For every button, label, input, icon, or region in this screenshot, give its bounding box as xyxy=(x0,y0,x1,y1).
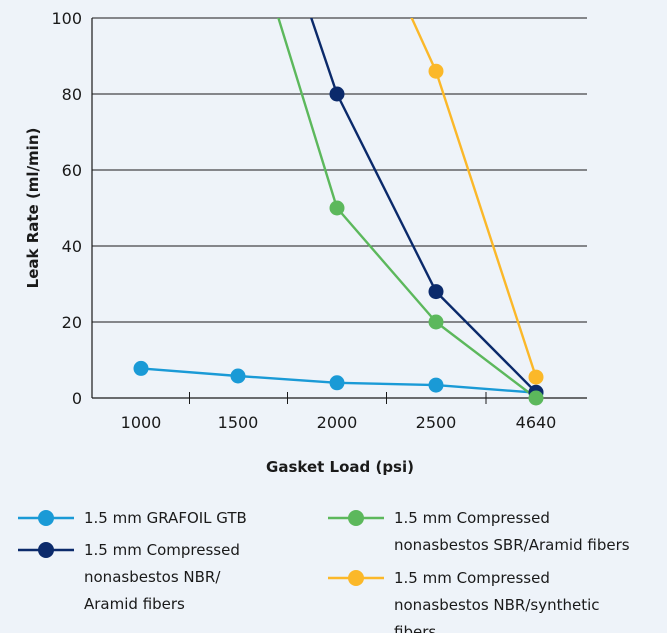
data-point-s2-3 xyxy=(528,390,544,406)
data-point-s2-2 xyxy=(428,314,444,330)
legend-swatch-marker xyxy=(348,510,364,526)
legend-label: nonasbestos NBR/ xyxy=(84,568,221,586)
series-line-1 xyxy=(309,18,537,394)
data-point-s1-1 xyxy=(329,86,345,102)
legend: 1.5 mm GRAFOIL GTB 1.5 mm Compressed nonas… xyxy=(18,509,630,633)
x-tick-label-4640: 4640 xyxy=(516,413,557,432)
legend-label: 1.5 mm Compressed xyxy=(394,569,550,587)
y-tick-label: 60 xyxy=(62,161,82,180)
x-tick-label-1000: 1000 xyxy=(121,413,162,432)
axes xyxy=(91,18,587,404)
x-tick-label-2000: 2000 xyxy=(317,413,358,432)
legend-swatch-marker xyxy=(38,510,54,526)
legend-label: 1.5 mm Compressed xyxy=(394,509,550,527)
legend-label: fibers xyxy=(394,623,436,633)
tick-labels: 0 20 40 60 80 100 1000 1500 2000 2500 4640 xyxy=(51,9,556,432)
legend-label: 1.5 mm GRAFOIL GTB xyxy=(84,509,247,527)
y-tick-label: 80 xyxy=(62,85,82,104)
legend-swatch-marker xyxy=(348,570,364,586)
x-tick-label-1500: 1500 xyxy=(218,413,259,432)
series-lines xyxy=(140,18,538,398)
data-point-s3-1 xyxy=(428,63,444,79)
y-tick-label: 20 xyxy=(62,313,82,332)
x-axis-title: Gasket Load (psi) xyxy=(266,458,414,476)
data-point-s0-2 xyxy=(329,375,345,391)
grid-lines xyxy=(92,17,587,323)
data-point-s0-3 xyxy=(428,377,444,393)
data-point-s0-1 xyxy=(230,368,246,384)
data-point-s2-1 xyxy=(329,200,345,216)
legend-label: 1.5 mm Compressed xyxy=(84,541,240,559)
y-tick-label: 0 xyxy=(72,389,82,408)
legend-item-3: 1.5 mm Compressed nonasbestos NBR/synthet… xyxy=(328,569,600,633)
legend-item-1: 1.5 mm Compressed nonasbestos NBR/Aramid … xyxy=(18,541,240,613)
y-tick-label: 40 xyxy=(62,237,82,256)
legend-label: Aramid fibers xyxy=(84,595,185,613)
legend-label: nonasbestos SBR/Aramid fibers xyxy=(394,536,630,554)
legend-swatch-marker xyxy=(38,542,54,558)
legend-item-2: 1.5 mm Compressed nonasbestos SBR/Aramid … xyxy=(328,509,630,554)
y-axis-title: Leak Rate (ml/min) xyxy=(24,128,42,289)
legend-label: nonasbestos NBR/synthetic xyxy=(394,596,600,614)
data-point-s3-2 xyxy=(528,369,544,385)
legend-item-0: 1.5 mm GRAFOIL GTB xyxy=(18,509,247,527)
y-tick-label: 100 xyxy=(51,9,82,28)
data-point-s0-0 xyxy=(133,360,149,376)
series-markers xyxy=(133,63,544,406)
x-tick-label-2500: 2500 xyxy=(416,413,457,432)
data-point-s1-2 xyxy=(428,284,444,300)
series-line-2 xyxy=(277,18,537,398)
